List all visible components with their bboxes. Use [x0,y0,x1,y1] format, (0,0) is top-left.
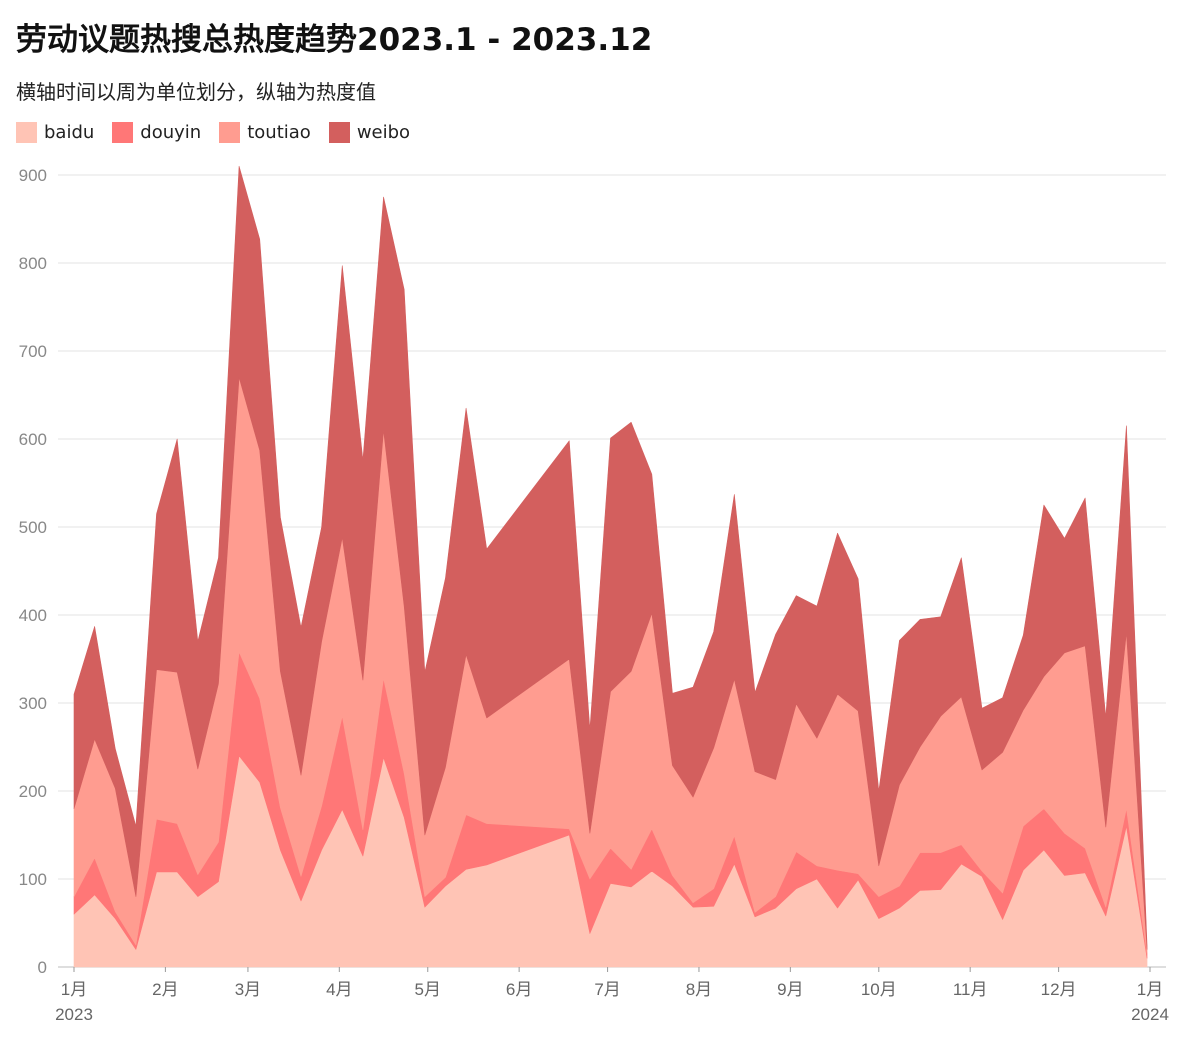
x-tick-label: 11月 [953,980,988,999]
y-tick-label: 100 [19,870,47,889]
area-series [73,165,1148,968]
y-tick-label: 0 [38,958,47,977]
legend-item-baidu: baidu [16,122,94,143]
legend-swatch-baidu [16,122,37,143]
legend-item-douyin: douyin [112,122,201,143]
y-tick-label: 500 [19,518,47,537]
x-tick-label: 9月 [777,980,803,999]
y-tick-label: 600 [19,430,47,449]
x-tick-year-label: 2024 [1131,1005,1169,1024]
legend-item-toutiao: toutiao [219,122,311,143]
chart-title: 劳动议题热搜总热度趋势2023.1 - 2023.12 [16,22,653,58]
legend-item-weibo: weibo [328,122,411,143]
y-tick-label: 400 [19,606,47,625]
y-tick-label: 200 [19,782,47,801]
x-tick-label: 3月 [235,980,261,999]
x-tick-label: 5月 [415,980,441,999]
x-tick-label: 2月 [152,980,178,999]
x-tick-label: 8月 [686,980,712,999]
x-tick-label: 1月 [61,980,87,999]
y-tick-label: 800 [19,254,47,273]
legend-label-baidu: baidu [44,122,95,143]
legend-label-weibo: weibo [356,122,411,143]
y-tick-label: 900 [19,166,47,185]
x-axis: 1月 2023 2月 3月 4月 5月 6月 7月 8月 9月 10月 11月 12月 1月 2024 [55,967,1169,1024]
y-tick-label: 700 [19,342,47,361]
chart-subtitle: 横轴时间以周为单位划分，纵轴为热度值 [16,80,376,104]
legend-swatch-weibo [328,122,350,143]
legend-label-douyin: douyin [140,122,202,143]
area-weibo [73,165,1148,950]
x-tick-label: 6月 [506,980,532,999]
legend-swatch-douyin [112,122,134,143]
x-tick-label: 10月 [861,980,897,999]
y-tick-label: 300 [19,694,47,713]
x-tick-label: 12月 [1041,980,1077,999]
x-tick-label: 4月 [326,980,352,999]
chart-legend: baidu douyin toutiao weibo [16,122,428,143]
x-tick-label: 7月 [594,980,620,999]
y-axis: 0 100 200 300 400 500 600 700 800 900 [19,166,47,977]
x-tick-label: 1月 [1137,980,1163,999]
legend-swatch-toutiao [219,122,241,143]
x-tick-year-label: 2023 [55,1005,93,1024]
legend-label-toutiao: toutiao [247,122,311,143]
